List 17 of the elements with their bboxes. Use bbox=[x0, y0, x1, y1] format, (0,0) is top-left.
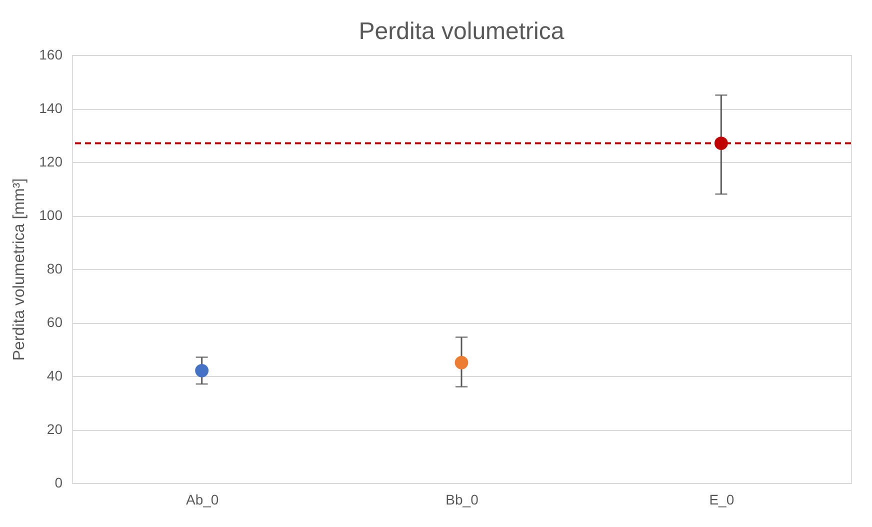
y-tick-label: 140 bbox=[39, 100, 63, 116]
y-tick-label: 60 bbox=[46, 314, 63, 330]
point bbox=[714, 136, 728, 150]
y-tick-label: 80 bbox=[46, 260, 63, 276]
point bbox=[195, 364, 209, 378]
y-tick-label: 120 bbox=[39, 154, 63, 170]
y-tick-label: 160 bbox=[39, 46, 63, 62]
y-tick-label: 20 bbox=[46, 421, 63, 437]
y-tick-label: 100 bbox=[39, 207, 63, 223]
y-axis-title: Perdita volumetrica [mm³] bbox=[11, 178, 28, 361]
x-tick-label: Ab_0 bbox=[186, 492, 219, 508]
chart-title: Perdita volumetrica bbox=[358, 18, 565, 45]
y-tick-label: 40 bbox=[46, 368, 63, 384]
x-tick-label: E_0 bbox=[709, 492, 734, 508]
point bbox=[454, 356, 468, 370]
x-tick-label: Bb_0 bbox=[446, 492, 479, 508]
y-tick-label: 0 bbox=[54, 474, 63, 490]
